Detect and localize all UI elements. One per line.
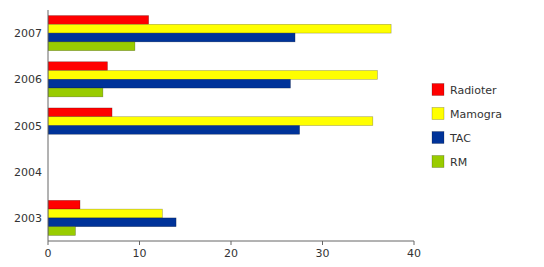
bar	[48, 227, 75, 236]
bar	[48, 209, 162, 218]
y-tick-label: 2005	[14, 120, 42, 133]
legend-swatch	[432, 108, 444, 120]
x-tick-label: 20	[224, 247, 238, 260]
legend: Radioter Mamogra TAC RM	[432, 84, 502, 169]
bars	[48, 16, 391, 236]
bar	[48, 126, 300, 135]
x-tick-label: 10	[133, 247, 147, 260]
bar	[48, 108, 112, 117]
x-tick	[414, 241, 415, 245]
legend-label: TAC	[449, 132, 471, 145]
bar	[48, 218, 176, 227]
legend-label: Radioter	[450, 84, 497, 97]
bar	[48, 117, 373, 126]
y-tick-label: 2007	[14, 27, 42, 40]
chart: 0 10 20 30 40 2003 2004 2005 2006 2007 Radioter Mam…	[0, 0, 544, 267]
y-axis-line	[48, 10, 49, 241]
bar	[48, 16, 149, 25]
x-tick	[231, 241, 232, 245]
bar	[48, 24, 391, 33]
bar	[48, 33, 295, 42]
x-tick	[139, 241, 140, 245]
bar	[48, 62, 107, 71]
x-tick	[48, 241, 49, 245]
x-tick-label: 0	[45, 247, 52, 260]
x-tick-label: 40	[407, 247, 421, 260]
legend-swatch	[432, 84, 444, 96]
y-tick-label: 2006	[14, 73, 42, 86]
y-tick-label: 2004	[14, 166, 42, 179]
y-tick-label: 2003	[14, 212, 42, 225]
bar	[48, 79, 290, 88]
legend-label: RM	[450, 156, 467, 169]
x-tick	[322, 241, 323, 245]
bar	[48, 71, 377, 80]
bar	[48, 88, 103, 97]
legend-swatch	[432, 156, 444, 168]
bar	[48, 200, 80, 209]
legend-swatch	[432, 132, 444, 144]
bar	[48, 42, 135, 51]
legend-label: Mamogra	[450, 108, 502, 121]
x-tick-label: 30	[316, 247, 330, 260]
